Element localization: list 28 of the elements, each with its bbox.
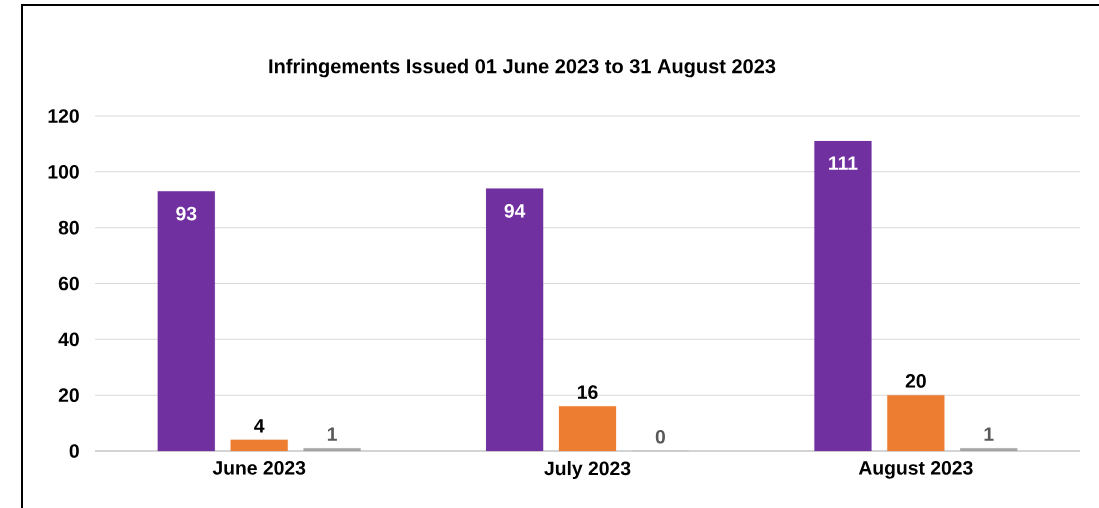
- bar: [485, 188, 544, 452]
- data-label: 1: [984, 427, 994, 441]
- data-label: 16: [577, 385, 598, 399]
- data-label: 0: [655, 429, 665, 444]
- chart-title: Infringements Issued 01 June 2023 to 31 August 2023: [269, 58, 776, 78]
- bar: [303, 448, 361, 452]
- y-tick-label: 60: [58, 276, 79, 291]
- bar: [558, 406, 617, 452]
- data-label: 111: [829, 156, 858, 170]
- x-tick-label: June 2023: [212, 461, 306, 475]
- y-tick-label: 80: [58, 220, 79, 235]
- bar: [887, 395, 945, 452]
- bar: [157, 191, 215, 452]
- data-label: 20: [905, 374, 926, 388]
- y-tick-label: 0: [69, 444, 79, 458]
- data-label: 93: [176, 206, 197, 221]
- bar: [814, 141, 872, 452]
- data-label: 4: [254, 419, 265, 433]
- y-tick-label: 20: [58, 388, 79, 403]
- x-tick-label: July 2023: [544, 461, 631, 480]
- y-tick-label: 40: [58, 332, 79, 347]
- bar: [230, 439, 288, 452]
- y-tick-label: 120: [48, 109, 79, 123]
- data-label: 1: [327, 427, 337, 441]
- x-tick-label: August 2023: [858, 461, 973, 479]
- y-tick-label: 100: [48, 164, 79, 179]
- data-label: 94: [504, 203, 526, 218]
- bar: [960, 448, 1018, 452]
